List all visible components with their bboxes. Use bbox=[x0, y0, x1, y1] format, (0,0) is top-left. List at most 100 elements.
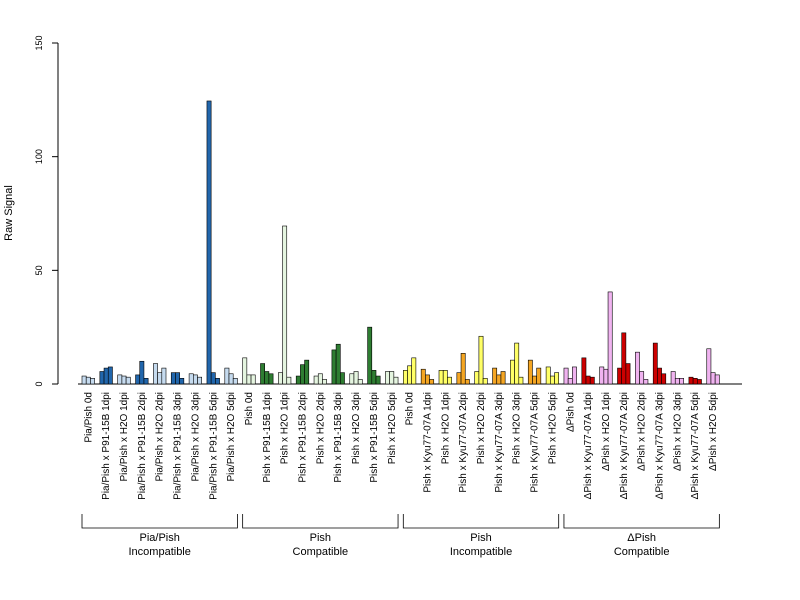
group-brackets: Pia/Pish Incompatible Pish Compatible Pish In… bbox=[81, 514, 720, 558]
bar bbox=[496, 374, 502, 385]
group-bracket bbox=[402, 514, 560, 529]
x-tick-label: ΔPish x H2O 3dpi bbox=[672, 392, 683, 471]
bar bbox=[210, 372, 216, 385]
bracket-label-line2: Incompatible bbox=[129, 546, 191, 558]
x-tick-label: Pia/Pish x H2O 3dpi bbox=[190, 392, 201, 482]
bracket-label-line1: Pish bbox=[470, 532, 491, 544]
bar bbox=[117, 374, 123, 385]
bar bbox=[572, 366, 577, 385]
bar bbox=[179, 378, 185, 385]
bar bbox=[643, 379, 649, 385]
bar bbox=[581, 357, 587, 385]
bar bbox=[393, 376, 399, 385]
bar bbox=[224, 367, 230, 385]
bar bbox=[492, 367, 498, 385]
x-tick-label: Pish x Kyu77-07A 3dpi bbox=[494, 392, 505, 493]
bar bbox=[688, 376, 694, 385]
bracket-label-line2: Compatible bbox=[614, 546, 670, 558]
x-tick-label: Pish x P91-15B 5dpi bbox=[369, 392, 380, 483]
bar bbox=[170, 372, 176, 385]
bar bbox=[464, 379, 470, 385]
bar bbox=[554, 372, 559, 385]
bar bbox=[278, 372, 283, 385]
bar bbox=[710, 372, 716, 385]
bar bbox=[625, 363, 631, 385]
x-tick-label: Pish x H2O 3dpi bbox=[512, 392, 523, 464]
bar bbox=[339, 372, 345, 385]
x-tick-label: Pish x H2O 2dpi bbox=[315, 392, 326, 464]
bar bbox=[460, 353, 466, 385]
bar bbox=[375, 375, 381, 385]
bar bbox=[407, 365, 412, 385]
x-tick-label: Pish x H2O 3dpi bbox=[351, 392, 362, 464]
x-tick-label: ΔPish x Kyu77-07A 2dpi bbox=[619, 392, 630, 499]
bar bbox=[696, 379, 702, 385]
bar bbox=[250, 374, 256, 385]
group-bracket bbox=[81, 514, 238, 529]
bar bbox=[157, 372, 163, 385]
bar bbox=[514, 342, 520, 385]
x-tick-label: Pish x Kyu77-07A 2dpi bbox=[458, 392, 469, 493]
bar bbox=[125, 376, 131, 385]
bar bbox=[300, 364, 305, 385]
bar bbox=[193, 374, 198, 385]
group-bracket bbox=[563, 514, 720, 529]
x-tick-label: Pish 0d bbox=[244, 392, 255, 425]
bar bbox=[500, 371, 506, 385]
bar bbox=[331, 349, 337, 385]
bar bbox=[603, 368, 609, 385]
x-tick-label: Pish x H2O 5dpi bbox=[547, 392, 558, 464]
bar bbox=[438, 370, 444, 385]
bar bbox=[679, 378, 684, 385]
bar bbox=[549, 375, 555, 385]
x-tick-label: Pish x Kyu77-07A 5dpi bbox=[530, 392, 541, 493]
bar bbox=[482, 378, 488, 385]
bracket-label-line1: ΔPish bbox=[627, 532, 656, 544]
y-tick-label: 150 bbox=[34, 35, 44, 50]
bar bbox=[617, 367, 622, 385]
x-tick-label: Pish x P91-15B 1dpi bbox=[262, 392, 273, 483]
bar bbox=[313, 375, 319, 385]
bar bbox=[282, 225, 288, 385]
bar bbox=[599, 366, 605, 385]
x-tick-label: Pia/Pish x P91-15B 5dpi bbox=[208, 392, 219, 500]
bar bbox=[589, 376, 595, 385]
x-tick-label: ΔPish x H2O 1dpi bbox=[601, 392, 612, 471]
bar bbox=[456, 372, 462, 385]
bars-layer bbox=[81, 100, 720, 385]
bar bbox=[90, 378, 95, 385]
x-tick-label: ΔPish 0d bbox=[565, 392, 576, 432]
x-tick-label: Pish x H2O 2dpi bbox=[476, 392, 487, 464]
bar bbox=[81, 375, 87, 385]
bar bbox=[153, 363, 158, 385]
bar bbox=[478, 335, 484, 385]
x-tick-label: Pish x P91-15B 3dpi bbox=[333, 392, 344, 483]
bar bbox=[563, 367, 569, 385]
x-tick-label: ΔPish x Kyu77-07A 1dpi bbox=[583, 392, 594, 499]
x-tick-label: Pish x Kyu77-07A 1dpi bbox=[422, 392, 433, 493]
x-tick-label: ΔPish x Kyu77-07A 5dpi bbox=[690, 392, 701, 499]
y-tick-label: 0 bbox=[34, 381, 44, 386]
bar bbox=[295, 375, 301, 385]
bar bbox=[175, 372, 180, 385]
y-axis-label: Raw Signal bbox=[3, 185, 15, 241]
bar bbox=[657, 367, 662, 385]
bar bbox=[402, 370, 408, 385]
bar bbox=[335, 343, 341, 385]
x-tick-label: ΔPish x H2O 2dpi bbox=[637, 392, 648, 471]
bar bbox=[260, 363, 265, 385]
bar bbox=[228, 373, 234, 385]
bar bbox=[545, 366, 551, 385]
x-tick-label: Pia/Pish x H2O 2dpi bbox=[155, 392, 166, 482]
bar bbox=[107, 366, 113, 385]
x-tick-label: ΔPish x H2O 5dpi bbox=[708, 392, 719, 471]
bar bbox=[442, 370, 448, 385]
bar bbox=[639, 371, 645, 385]
bar bbox=[635, 351, 640, 385]
bracket-label-line1: Pish bbox=[310, 532, 331, 544]
x-tick-label: Pia/Pish x H2O 1dpi bbox=[119, 392, 130, 482]
bar bbox=[357, 379, 363, 385]
bar bbox=[264, 371, 270, 385]
y-tick-label: 100 bbox=[34, 149, 44, 164]
